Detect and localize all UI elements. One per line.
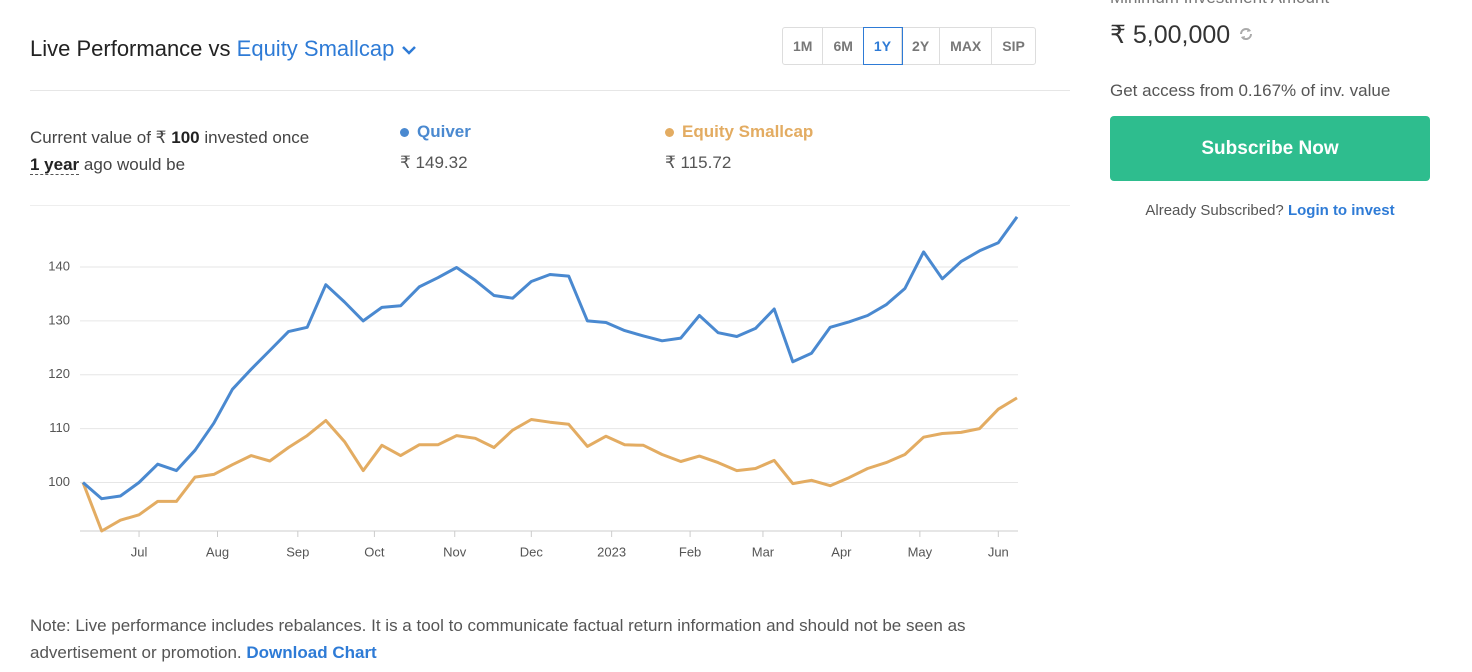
divider xyxy=(30,90,1070,91)
summary-part: invested once xyxy=(204,128,310,147)
x-tick-label: Sep xyxy=(286,544,309,559)
legend-value: ₹ 149.32 xyxy=(400,153,468,172)
x-tick-label: Jul xyxy=(131,544,148,559)
refresh-icon[interactable] xyxy=(1237,25,1255,43)
legend-dot xyxy=(665,128,674,138)
summary-part: Current value of ₹ xyxy=(30,128,167,147)
series-line xyxy=(81,396,1018,533)
legend-dot xyxy=(400,128,409,138)
divider xyxy=(30,205,1070,206)
period-button[interactable]: MAX xyxy=(940,28,993,64)
x-tick-label: Mar xyxy=(752,544,775,559)
y-tick-label: 130 xyxy=(48,312,70,327)
period-button[interactable]: 6M xyxy=(823,28,864,64)
period-button[interactable]: SIP xyxy=(1002,38,1025,54)
title-row: Live Performance vs Equity Smallcap xyxy=(30,36,417,62)
benchmark-dropdown[interactable]: Equity Smallcap xyxy=(237,36,417,61)
min-amount-row: ₹ 5,00,000 xyxy=(1110,20,1255,50)
title: Live Performance vs xyxy=(30,36,231,61)
y-tick-label: 140 xyxy=(48,258,70,273)
x-tick-label: Aug xyxy=(206,544,229,559)
min-label: Minimum Investment Amount xyxy=(1110,0,1329,8)
login-link[interactable]: Login to invest xyxy=(1287,202,1395,219)
login-row: Already Subscribed? Login to invest xyxy=(1110,202,1430,219)
min-amount: ₹ 5,00,000 xyxy=(1110,21,1231,49)
legend-value: ₹ 115.72 xyxy=(665,153,732,172)
access-text: Get access from 0.167% of inv. value xyxy=(1110,81,1391,100)
summary-part: ago would be xyxy=(83,155,186,174)
subscribe-button[interactable]: Subscribe Now xyxy=(1110,116,1430,181)
benchmark-name: Equity Smallcap xyxy=(236,36,395,61)
legend-name: Equity Smallcap xyxy=(682,122,814,141)
period-button[interactable]: 1Y xyxy=(862,27,904,65)
already-text: Already Subscribed? xyxy=(1145,202,1284,219)
x-tick-label: Dec xyxy=(520,544,544,559)
y-tick-label: 120 xyxy=(48,366,70,381)
legend-entry: Equity Smallcap xyxy=(665,122,813,142)
period-selector: 1M 6M 1Y 2Y MAX SIP xyxy=(782,27,1036,65)
chart: 100 110 120 130 140 Jul Aug Sep Oct Nov Dec 2023 Feb… xyxy=(48,216,1019,559)
x-tick-label: May xyxy=(908,544,933,559)
period-button[interactable]: 2Y xyxy=(902,28,941,64)
note: Note: Live performance includes rebalanc… xyxy=(30,612,1040,666)
summary-amount: 100 xyxy=(171,128,200,147)
summary-period: 1 year xyxy=(30,155,80,175)
chevron-icon xyxy=(401,46,416,55)
download-link[interactable]: Download Chart xyxy=(246,643,377,662)
y-tick-label: 100 xyxy=(48,474,70,489)
x-tick-label: Apr xyxy=(831,544,852,559)
note-text: Note: Live performance includes rebalanc… xyxy=(30,616,966,662)
x-tick-label: Jun xyxy=(988,544,1009,559)
legend-name: Quiver xyxy=(417,122,471,141)
x-tick-label: Feb xyxy=(679,544,701,559)
x-tick-label: Oct xyxy=(364,544,385,559)
x-tick-label: Nov xyxy=(443,544,467,559)
y-tick-label: 110 xyxy=(49,420,70,435)
x-tick-label: 2023 xyxy=(597,544,626,559)
period-button[interactable]: 1M xyxy=(783,28,824,64)
series-line xyxy=(82,216,1019,501)
summary-text: Current value of ₹ 100 invested once 1 y… xyxy=(30,124,309,178)
legend-entry: Quiver xyxy=(400,122,471,142)
